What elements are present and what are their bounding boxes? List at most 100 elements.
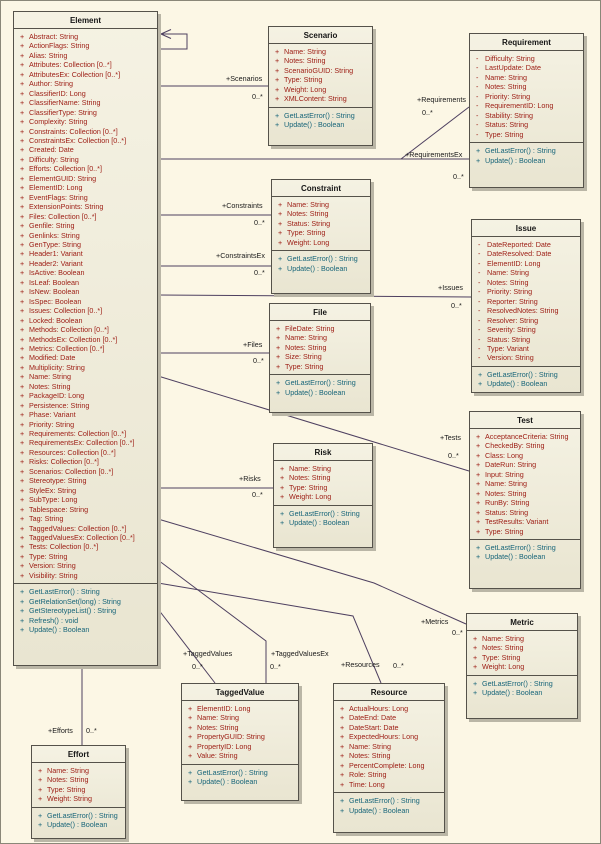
method-compartment: + GetLastError() : String + Update() : Bool… xyxy=(334,793,444,832)
class-box-test[interactable]: Test + AcceptanceCriteria: String + CheckedB… xyxy=(469,411,581,589)
method-compartment: + GetLastError() : String + Update() : Bool… xyxy=(269,108,372,145)
attribute-text: Alias: String xyxy=(29,50,68,60)
attribute-text: Type: String xyxy=(287,228,326,238)
attribute-text: Requirements: Collection [0..*] xyxy=(29,429,127,439)
method-text: GetLastError() : String xyxy=(487,369,558,379)
class-box-metric[interactable]: Metric + Name: String + Notes: String + Type: … xyxy=(466,613,578,719)
attribute-row: + ConstraintsEx: Collection [0..*] xyxy=(20,136,155,145)
visibility-marker: + xyxy=(20,325,25,335)
attribute-text: Type: String xyxy=(284,75,323,85)
attribute-row: + Genlinks: String xyxy=(20,231,155,240)
attribute-row: + Type: String xyxy=(476,527,578,536)
class-box-element[interactable]: Element + Abstract: String + ActionFlags: St… xyxy=(13,11,158,666)
attribute-row: + Genfile: String xyxy=(20,221,155,230)
attribute-compartment: + ElementID: Long + Name: String + Notes: Str… xyxy=(182,701,298,765)
attribute-row: + Type: String xyxy=(280,483,370,492)
attribute-row: + RequirementsEx: Collection [0..*] xyxy=(20,438,155,447)
attribute-row: + Metrics: Collection [0..*] xyxy=(20,344,155,353)
attribute-compartment: + FileDate: String + Name: String + Notes: St… xyxy=(270,321,370,376)
attribute-text: PropertyID: Long xyxy=(197,741,252,751)
attribute-text: Tests: Collection [0..*] xyxy=(29,542,99,552)
visibility-marker: + xyxy=(20,596,25,606)
class-box-constraint[interactable]: Constraint + Name: String + Notes: String + St… xyxy=(271,179,371,294)
attribute-row: + Name: String xyxy=(20,372,155,381)
class-box-taggedvalue[interactable]: TaggedValue + ElementID: Long + Name: String… xyxy=(181,683,299,801)
visibility-marker: + xyxy=(20,202,25,212)
attribute-text: RequirementsEx: Collection [0..*] xyxy=(29,438,135,448)
visibility-marker: - xyxy=(478,240,481,249)
attribute-text: ResolvedNotes: String xyxy=(487,306,559,316)
class-title: Scenario xyxy=(269,27,372,44)
visibility-marker: - xyxy=(478,334,481,344)
visibility-marker: + xyxy=(20,135,25,145)
attribute-text: Role: String xyxy=(349,770,387,780)
attribute-text: Reporter: String xyxy=(487,296,538,306)
attribute-text: Notes: String xyxy=(289,473,331,483)
visibility-marker: - xyxy=(478,315,481,325)
attribute-row: + ClassifierName: String xyxy=(20,98,155,107)
method-text: Update() : Boolean xyxy=(485,552,546,562)
assoc-role-resources: +Resources xyxy=(341,660,380,669)
visibility-marker: + xyxy=(20,117,25,127)
visibility-marker: + xyxy=(275,47,280,56)
attribute-row: + TaggedValuesEx: Collection [0..*] xyxy=(20,533,155,542)
attribute-row: + Weight: Long xyxy=(275,85,370,94)
method-row: + GetLastError() : String xyxy=(340,796,442,805)
attribute-text: Resolver: String xyxy=(487,315,539,325)
attribute-text: Weight: Long xyxy=(287,237,330,247)
visibility-marker: + xyxy=(20,400,25,410)
attribute-text: AcceptanceCriteria: String xyxy=(485,432,569,441)
class-box-resource[interactable]: Resource + ActualHours: Long + DateEnd: Date… xyxy=(333,683,445,833)
attribute-row: + Weight: Long xyxy=(280,492,370,501)
visibility-marker: + xyxy=(340,779,345,789)
visibility-marker: + xyxy=(20,315,25,325)
attribute-text: Version: String xyxy=(29,561,76,571)
method-compartment: + GetLastError() : String + Update() : Bool… xyxy=(270,375,370,412)
attribute-compartment: + Name: String + Notes: String + Type: String… xyxy=(32,763,125,808)
visibility-marker: + xyxy=(473,662,478,672)
attribute-row: - Notes: String xyxy=(476,82,581,91)
visibility-marker: + xyxy=(278,209,283,219)
method-row: + GetLastError() : String xyxy=(20,587,155,596)
attribute-row: + Efforts: Collection [0..*] xyxy=(20,164,155,173)
assoc-multiplicity-requirements: 0..* xyxy=(422,108,433,117)
attribute-row: + Constraints: Collection [0..*] xyxy=(20,127,155,136)
visibility-marker: + xyxy=(188,777,193,787)
class-box-scenario[interactable]: Scenario + Name: String + Notes: String + Scen… xyxy=(268,26,373,146)
attribute-row: + Notes: String xyxy=(278,209,368,218)
attribute-text: Priority: String xyxy=(485,91,531,101)
class-box-effort[interactable]: Effort + Name: String + Notes: String + Type: … xyxy=(31,745,126,839)
visibility-marker: + xyxy=(340,722,345,732)
visibility-marker: + xyxy=(478,379,483,389)
visibility-marker: + xyxy=(20,154,25,164)
attribute-text: Weight: String xyxy=(47,794,93,804)
assoc-role-efforts: +Efforts xyxy=(48,726,73,735)
attribute-text: ClassifierType: String xyxy=(29,107,97,117)
assoc-multiplicity-constraintsex: 0..* xyxy=(254,268,265,277)
connector-tests xyxy=(157,375,470,472)
visibility-marker: + xyxy=(20,542,25,552)
visibility-marker: - xyxy=(478,287,481,297)
attribute-text: Status: String xyxy=(487,334,531,344)
assoc-role-metrics: +Metrics xyxy=(421,617,449,626)
method-text: Update() : Boolean xyxy=(287,263,348,273)
class-box-risk[interactable]: Risk + Name: String + Notes: String + Type: St… xyxy=(273,443,373,548)
method-row: + GetLastError() : String xyxy=(476,543,578,552)
assoc-role-scenarios: +Scenarios xyxy=(226,74,263,83)
visibility-marker: + xyxy=(476,146,481,156)
attribute-row: + Type: String xyxy=(38,785,123,794)
class-box-issue[interactable]: Issue - DateReported: Date - DateResolved: D… xyxy=(471,219,581,393)
visibility-marker: + xyxy=(340,713,345,723)
attribute-text: Stereotype: String xyxy=(29,476,87,486)
visibility-marker: - xyxy=(476,63,479,73)
visibility-marker: + xyxy=(280,464,285,473)
attribute-text: Stability: String xyxy=(485,110,533,120)
attribute-row: + Methods: Collection [0..*] xyxy=(20,325,155,334)
attribute-text: Modified: Date xyxy=(29,353,76,363)
class-box-requirement[interactable]: Requirement - Difficulty: String - LastUpdat… xyxy=(469,33,584,188)
class-box-file[interactable]: File + FileDate: String + Name: String + Notes… xyxy=(269,303,371,413)
visibility-marker: + xyxy=(275,84,280,94)
attribute-row: + Weight: Long xyxy=(473,662,575,671)
attribute-row: + DateEnd: Date xyxy=(340,713,442,722)
visibility-marker: + xyxy=(20,230,25,240)
